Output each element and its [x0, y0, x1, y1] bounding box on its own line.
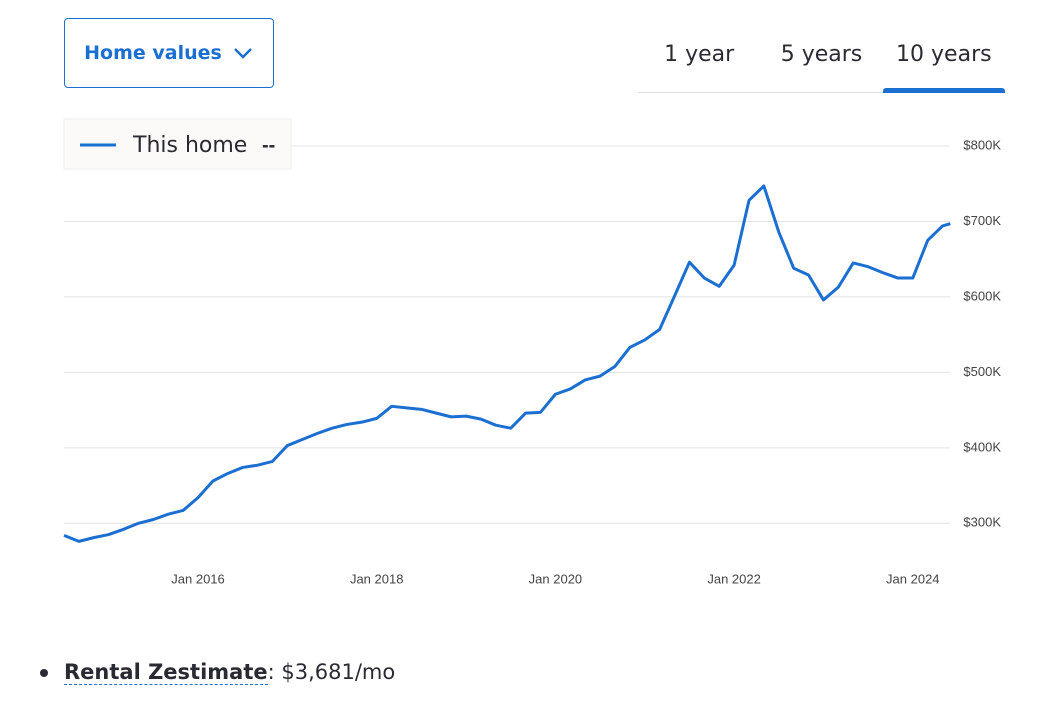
tabs: 1 year 5 years 10 years [638, 22, 1006, 93]
x-tick-label: Jan 2024 [886, 571, 940, 586]
fact-label[interactable]: Rental Zestimate [64, 660, 268, 685]
y-tick-label: $800K [963, 137, 1001, 152]
facts: Rental Zestimate: $3,681/mo [40, 660, 396, 685]
chart: $300K $400K $500K $600K $700K $800K Jan 2016 Ja… [63, 118, 1001, 586]
x-tick-label: Jan 2016 [171, 571, 225, 586]
legend-value: -- [262, 134, 275, 156]
chevron [233, 48, 252, 59]
x-tick-label: Jan 2018 [350, 571, 404, 586]
fact-value: : $3,681/mo [267, 660, 396, 684]
y-tick-label: $400K [963, 439, 1001, 454]
y-tick-label: $700K [963, 213, 1001, 228]
dropdown-label: Home values [84, 42, 222, 64]
y-tick-label: $500K [963, 364, 1001, 379]
line [63, 184, 951, 543]
x-tick-label: Jan 2020 [529, 571, 583, 586]
y-tick-label: $600K [963, 288, 1001, 303]
fact-row: Rental Zestimate: $3,681/mo [40, 660, 396, 685]
tab[interactable]: 10 years [882, 22, 1006, 93]
legend-label: This home [132, 133, 247, 158]
tab[interactable]: 1 year [664, 42, 735, 67]
x-tick-label: Jan 2022 [707, 571, 761, 586]
dropdown[interactable]: Home values [64, 18, 274, 88]
bullet [40, 669, 48, 677]
y-tick-label: $300K [963, 515, 1001, 530]
tab[interactable]: 5 years [780, 42, 863, 67]
